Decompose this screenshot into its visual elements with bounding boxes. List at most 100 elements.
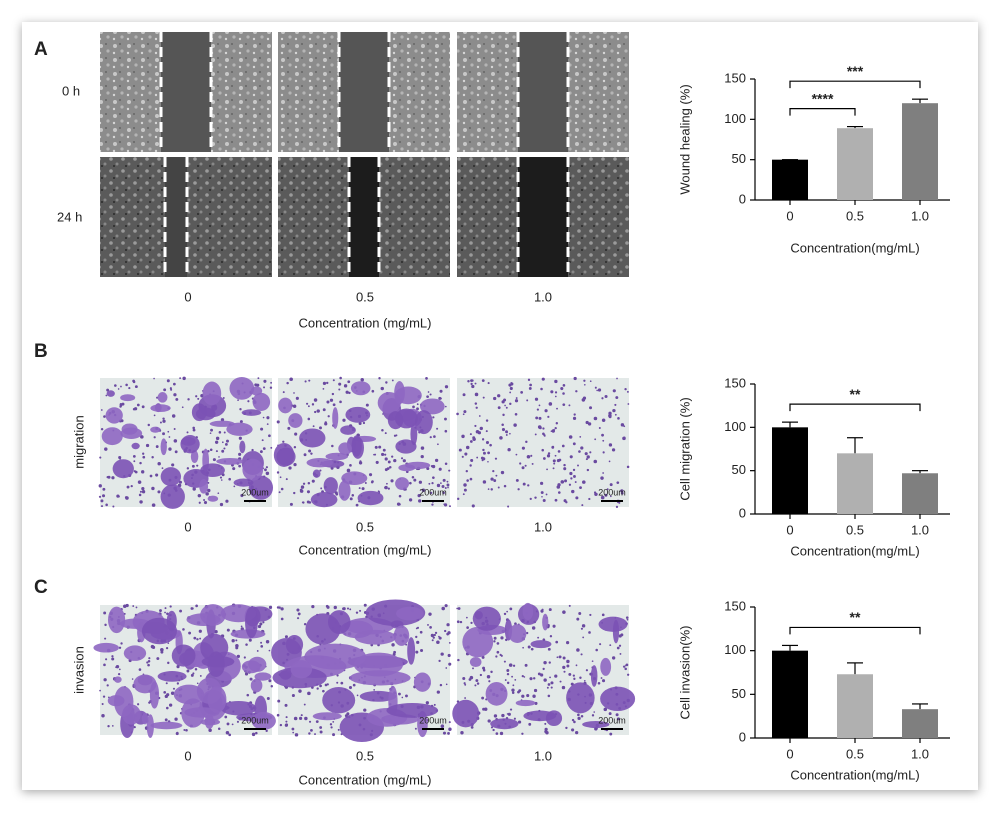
cell	[239, 408, 242, 411]
cell	[167, 642, 170, 644]
cell-cluster	[410, 423, 418, 446]
cell-cluster	[226, 422, 253, 436]
cell	[105, 394, 108, 397]
cell-cluster	[462, 626, 494, 658]
bar	[837, 453, 873, 514]
cell	[504, 679, 507, 681]
cell	[566, 641, 570, 645]
cell	[588, 631, 591, 634]
cell	[601, 613, 605, 617]
cell	[507, 712, 511, 716]
cell	[581, 504, 584, 507]
cell-cluster	[204, 714, 214, 729]
cell	[482, 480, 487, 484]
cell-cluster	[191, 403, 207, 422]
cell-cluster	[123, 645, 147, 661]
cell	[588, 497, 591, 501]
cell	[461, 455, 464, 458]
cell	[448, 727, 452, 731]
cell	[307, 691, 311, 696]
cell	[441, 606, 446, 611]
cell-cluster	[105, 407, 123, 424]
y-tick-label: 0	[739, 191, 746, 206]
cell	[291, 693, 295, 698]
cell-cluster	[133, 674, 157, 694]
bar	[772, 159, 808, 200]
cell	[591, 660, 594, 663]
cell	[599, 643, 602, 646]
cell	[617, 417, 620, 420]
cell	[307, 482, 311, 485]
x-tick-label: 1.0	[911, 522, 929, 537]
cell-cluster	[101, 427, 123, 446]
cell	[493, 640, 496, 643]
cell	[104, 623, 107, 627]
cell	[413, 478, 417, 482]
cell	[262, 416, 265, 419]
cell	[562, 392, 565, 395]
cell	[286, 381, 289, 385]
cell	[382, 448, 386, 452]
cell	[219, 476, 223, 479]
cell	[265, 466, 268, 469]
cell	[331, 392, 335, 396]
cell	[525, 440, 528, 444]
cell	[507, 505, 510, 508]
y-tick-label: 50	[732, 686, 746, 701]
cell	[483, 451, 486, 455]
cell	[187, 398, 190, 401]
cell-cluster	[107, 606, 126, 634]
significance-bracket	[789, 107, 856, 116]
scale-bar-label: 200um	[598, 487, 626, 497]
cell	[615, 505, 619, 509]
cell	[495, 732, 499, 735]
cell	[115, 664, 120, 669]
bar	[837, 128, 873, 200]
cell	[481, 696, 485, 700]
cell	[426, 395, 429, 399]
cell	[487, 460, 489, 463]
cell	[465, 469, 468, 473]
cell	[529, 677, 533, 681]
cell	[186, 669, 190, 673]
cell	[470, 621, 473, 625]
x-tick-label: 1.0	[911, 208, 929, 223]
cell	[611, 656, 616, 660]
cell	[155, 445, 159, 448]
cell	[260, 641, 263, 644]
cell	[170, 691, 175, 695]
cell	[355, 611, 359, 614]
cell	[378, 377, 381, 380]
cell	[429, 626, 432, 629]
significance-label: **	[850, 386, 861, 402]
cell-cluster	[310, 491, 338, 508]
bar	[902, 709, 938, 738]
cell	[173, 382, 176, 386]
cell	[476, 682, 480, 685]
cell	[550, 681, 554, 685]
cell	[608, 443, 613, 447]
cell	[306, 490, 310, 494]
cell	[269, 386, 273, 389]
cell	[345, 390, 349, 394]
cell	[196, 464, 199, 467]
cell	[436, 483, 441, 488]
cell-cluster	[600, 686, 636, 712]
cell	[572, 416, 577, 420]
cell	[589, 380, 592, 383]
cell	[416, 626, 420, 629]
cell	[390, 479, 394, 483]
cell	[135, 606, 138, 609]
cell	[294, 733, 299, 737]
bar	[902, 103, 938, 200]
cell	[384, 453, 387, 456]
cell	[266, 697, 270, 700]
cell	[400, 457, 404, 460]
cell	[432, 416, 435, 419]
cell	[311, 479, 315, 483]
y-tick-label: 100	[724, 111, 746, 126]
cell	[604, 394, 608, 399]
cell	[563, 467, 567, 471]
y-tick-label: 150	[724, 598, 746, 613]
cell-cluster	[254, 672, 272, 681]
